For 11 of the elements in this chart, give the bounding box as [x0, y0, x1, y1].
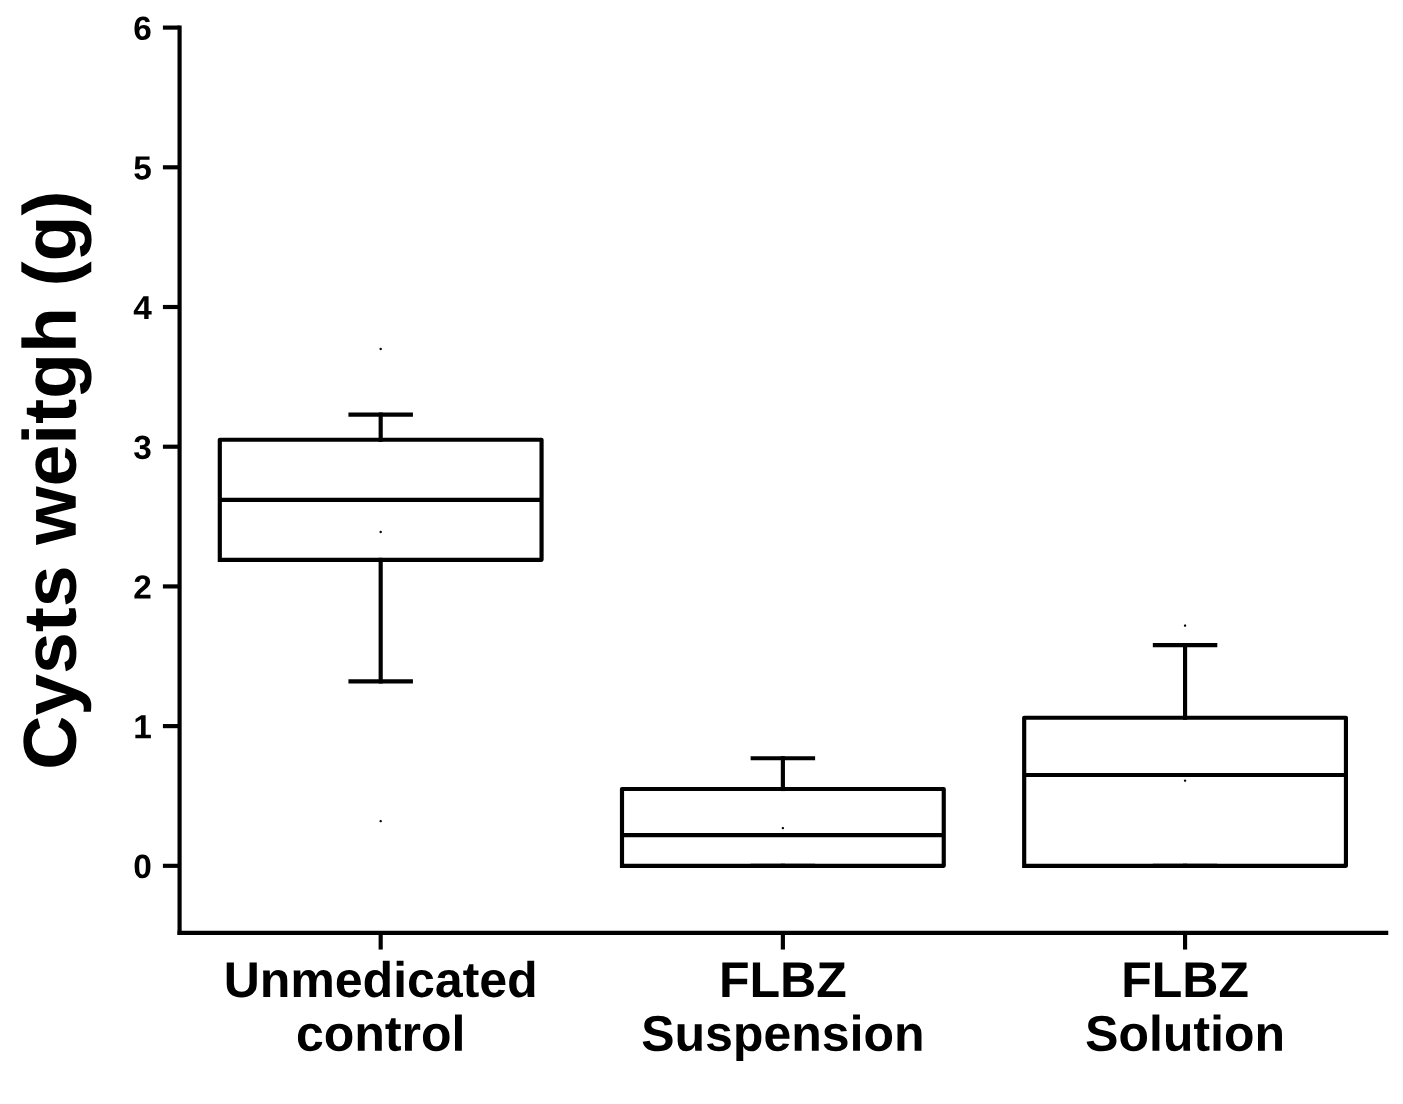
- y-tick-label: 3: [134, 435, 151, 460]
- x-tick-label: FLBZ Solution: [1086, 962, 1282, 1052]
- y-tick-label: 1: [135, 715, 151, 739]
- y-tick-label: 0: [134, 854, 151, 879]
- y-tick-label: 4: [133, 296, 152, 320]
- x-tick-label: FLBZ Suspension: [642, 962, 922, 1062]
- x-tick-label: Unmedicated control: [226, 960, 535, 1052]
- y-tick-label: 2: [134, 575, 151, 599]
- y-tick-label: 6: [134, 16, 151, 41]
- y-tick-label: 5: [134, 156, 151, 180]
- y-axis-title: Cysts weitgh (g): [21, 194, 92, 767]
